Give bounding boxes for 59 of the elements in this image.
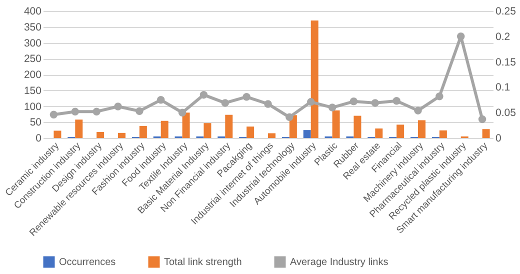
point	[371, 99, 380, 107]
bar	[332, 110, 340, 138]
y-tick-label: 300	[24, 37, 42, 50]
y-tick-label: 400	[24, 6, 42, 18]
bar	[439, 130, 447, 138]
point	[92, 108, 100, 116]
point	[114, 102, 122, 110]
bar	[160, 120, 168, 138]
point	[456, 32, 465, 40]
bar	[75, 120, 83, 138]
legend-label: Average Industry links	[290, 257, 388, 268]
bar	[354, 116, 362, 138]
y2-tick-label: 0.1	[496, 82, 510, 94]
point	[71, 108, 80, 116]
y-tick-label: 50	[30, 116, 42, 129]
y-tick-label: 250	[24, 53, 42, 66]
bar	[246, 126, 254, 138]
point	[286, 113, 294, 122]
point	[242, 92, 250, 101]
point	[178, 108, 186, 116]
y-tick-label: 350	[24, 21, 42, 34]
legend-label: Total link strength	[164, 257, 242, 268]
point	[221, 99, 230, 107]
bar	[303, 130, 311, 138]
point	[156, 96, 165, 104]
bar	[118, 132, 126, 138]
point	[136, 107, 144, 115]
y2-tick-label: 0	[496, 132, 502, 144]
bar	[418, 120, 426, 138]
bar	[268, 133, 276, 138]
y-tick-label: 200	[24, 69, 42, 81]
y-tick-label: 100	[24, 100, 42, 113]
bar	[139, 126, 147, 138]
point	[200, 90, 208, 99]
point	[306, 98, 315, 106]
point	[350, 98, 358, 106]
point	[50, 110, 58, 118]
y-tick-label: 150	[24, 84, 42, 97]
point	[478, 115, 486, 124]
bar	[310, 20, 318, 138]
bar	[482, 129, 490, 138]
y2-tick-label: 0.05	[496, 107, 516, 120]
bar	[96, 132, 104, 138]
y2-tick-label: 0.2	[496, 30, 510, 43]
point	[328, 104, 336, 112]
bar	[225, 114, 233, 138]
bar	[182, 112, 190, 138]
y2-tick-label: 0.15	[496, 56, 516, 68]
bar	[375, 128, 383, 138]
bar	[54, 130, 62, 138]
point	[392, 97, 400, 105]
point	[436, 92, 444, 100]
point	[264, 100, 272, 108]
point	[414, 106, 422, 114]
bar	[204, 123, 212, 138]
legend-label: Occurrences	[59, 257, 116, 268]
y-tick-label: 0	[36, 132, 42, 144]
bar	[396, 124, 404, 138]
y2-tick-label: 0.25	[496, 6, 516, 18]
